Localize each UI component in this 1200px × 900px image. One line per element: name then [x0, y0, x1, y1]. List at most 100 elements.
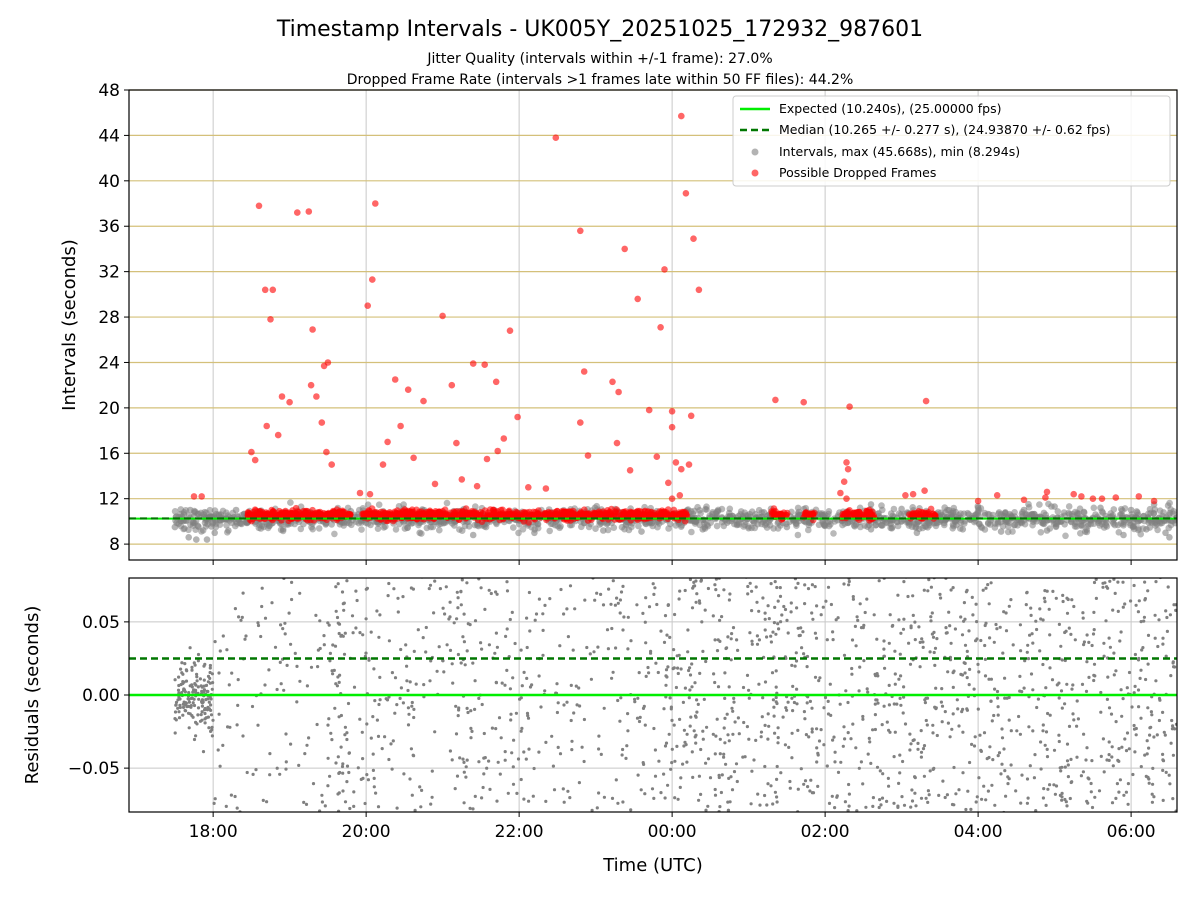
interval-point: [694, 503, 701, 511]
residual-point: [339, 745, 343, 749]
residual-point: [331, 672, 335, 676]
residual-point: [1106, 675, 1110, 679]
residual-point: [580, 745, 584, 749]
interval-point: [774, 525, 782, 532]
residual-point: [1066, 763, 1070, 767]
residual-point: [1101, 585, 1105, 589]
residual-point: [803, 602, 807, 606]
residual-point: [847, 804, 851, 808]
dropped-frame-point: [1112, 494, 1120, 501]
dropped-frame-point: [339, 507, 346, 515]
residual-point: [1003, 769, 1007, 773]
residual-point: [775, 795, 779, 799]
residuals-points-layer: [173, 569, 1177, 818]
residual-point: [724, 762, 728, 766]
residual-point: [1085, 746, 1089, 750]
legend-median-label: Median (10.265 +/- 0.277 s), (24.93870 +…: [779, 122, 1110, 137]
residual-point: [295, 664, 299, 669]
residual-point: [800, 646, 804, 650]
residual-point: [228, 725, 232, 729]
residual-point: [720, 615, 724, 619]
residual-point: [668, 635, 672, 640]
residual-point: [605, 628, 610, 632]
residual-point: [1161, 758, 1165, 762]
residual-point: [653, 586, 657, 590]
residual-point: [685, 760, 689, 764]
residual-point: [528, 629, 532, 633]
residual-point: [212, 801, 216, 806]
residual-point: [771, 630, 775, 634]
residual-point: [218, 649, 222, 653]
residual-point: [747, 737, 751, 741]
residual-point: [509, 718, 513, 722]
residual-point: [345, 731, 349, 735]
residual-point: [900, 795, 904, 799]
residual-point: [572, 711, 576, 715]
residual-point: [990, 783, 994, 787]
residual-point: [544, 740, 548, 745]
residual-point: [849, 737, 853, 741]
residual-point: [728, 592, 732, 596]
dropped-frame-point: [460, 510, 467, 518]
residual-point: [293, 651, 297, 656]
residual-point: [1003, 676, 1007, 680]
residual-point: [659, 629, 663, 633]
residual-point: [719, 790, 724, 795]
residual-point: [722, 726, 726, 730]
residual-point: [200, 685, 204, 689]
residual-point: [371, 768, 375, 773]
residual-point: [459, 815, 462, 818]
residual-point: [775, 777, 779, 782]
residual-point: [941, 569, 944, 572]
dropped-frame-point: [275, 511, 282, 519]
residual-point: [1038, 813, 1041, 816]
residual-point: [430, 769, 434, 773]
residual-point: [216, 748, 220, 752]
residual-point: [847, 792, 852, 796]
residual-point: [412, 754, 416, 758]
dropped-frame-point: [580, 368, 588, 375]
residual-point: [512, 572, 515, 575]
residual-point: [510, 610, 514, 615]
residual-point: [503, 750, 507, 754]
residual-point: [505, 627, 509, 631]
residual-point: [181, 680, 185, 684]
residual-point: [387, 581, 391, 586]
residual-point: [761, 696, 765, 700]
residual-point: [387, 757, 391, 762]
interval-point: [232, 506, 240, 514]
residual-point: [951, 671, 955, 675]
residual-point: [429, 659, 433, 663]
dropped-frame-point: [621, 245, 628, 253]
residual-point: [459, 603, 463, 607]
residual-point: [173, 731, 177, 735]
residual-point: [706, 573, 709, 576]
residual-point: [1113, 591, 1117, 596]
residual-point: [1107, 758, 1111, 763]
residual-point: [374, 791, 378, 795]
interval-point: [938, 511, 945, 519]
residuals-x-tick-label: 18:00: [189, 822, 238, 842]
legend-dropped-swatch: [751, 169, 759, 177]
residual-point: [662, 640, 667, 645]
residual-point: [984, 815, 987, 818]
residual-point: [919, 750, 924, 754]
residual-point: [761, 596, 765, 600]
residual-point: [829, 713, 833, 718]
residual-point: [930, 611, 934, 615]
dropped-frame-point: [641, 511, 648, 518]
residual-point: [746, 592, 750, 596]
residual-point: [635, 603, 639, 607]
residual-point: [527, 747, 531, 751]
residual-point: [1090, 759, 1094, 763]
residual-point: [933, 663, 937, 668]
residual-point: [290, 597, 294, 602]
residual-point: [713, 680, 717, 685]
residual-point: [683, 740, 687, 744]
residual-point: [1041, 723, 1045, 727]
residual-point: [933, 646, 938, 650]
dropped-frame-point: [499, 510, 506, 517]
residual-point: [1153, 636, 1157, 640]
residual-point: [356, 766, 360, 770]
residual-point: [939, 700, 944, 704]
